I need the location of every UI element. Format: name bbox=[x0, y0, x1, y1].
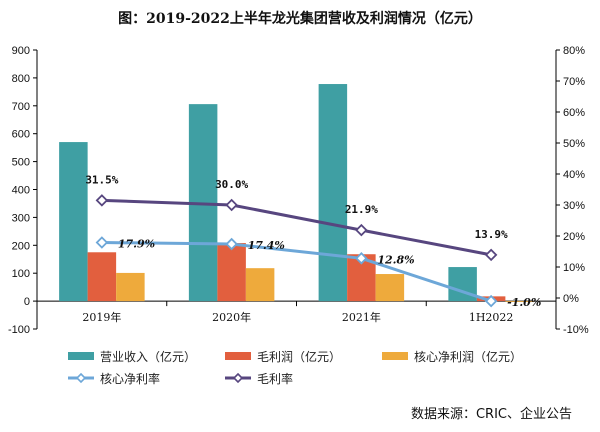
bar-core-net-profit bbox=[116, 272, 145, 302]
left-axis-tick-label: 800 bbox=[12, 73, 30, 85]
right-axis-tick-label: 80% bbox=[563, 45, 585, 57]
legend-label: 核心净利率 bbox=[100, 371, 160, 386]
right-axis-tick-label: 0% bbox=[563, 293, 579, 305]
right-axis-tick-label: 30% bbox=[563, 200, 585, 212]
x-axis-category-label: 1H2022 bbox=[469, 311, 514, 324]
core-net-margin-line bbox=[101, 241, 492, 303]
gross-margin-data-label: 21.9% bbox=[345, 203, 378, 216]
core-net-margin-marker bbox=[484, 294, 498, 308]
left-axis-tick-label: 900 bbox=[12, 45, 30, 57]
core-net-margin-data-label: 12.8% bbox=[377, 253, 414, 266]
gross-margin-marker bbox=[355, 223, 368, 237]
gross-margin-data-label: 13.9% bbox=[475, 228, 508, 241]
right-axis-tick-label: 50% bbox=[563, 138, 585, 150]
left-axis-tick-label: 600 bbox=[12, 129, 30, 141]
left-axis-tick-label: -100 bbox=[8, 324, 30, 336]
core-net-margin-data-label: -1.0% bbox=[507, 296, 541, 309]
core-net-margin-data-label: 17.4% bbox=[248, 239, 285, 252]
core-net-margin-marker bbox=[355, 252, 368, 265]
bar-core-net-profit bbox=[375, 274, 405, 302]
legend-swatch bbox=[225, 352, 251, 360]
legend-gross-profit: 毛利润（亿元） bbox=[225, 349, 341, 364]
right-axis-tick-label: 10% bbox=[563, 262, 585, 274]
legend-label: 核心净利润（亿元） bbox=[414, 349, 522, 364]
right-axis-tick-label: -10% bbox=[563, 324, 589, 336]
bar-revenue bbox=[318, 84, 348, 302]
right-axis-tick-label: 70% bbox=[563, 76, 585, 88]
legend-marker bbox=[75, 372, 87, 384]
bar-revenue bbox=[59, 142, 88, 302]
bar-gross-profit bbox=[87, 252, 117, 302]
bar-core-net-profit bbox=[245, 268, 275, 302]
left-axis-tick-label: 300 bbox=[12, 212, 30, 224]
gross-margin-marker bbox=[484, 248, 498, 262]
core-net-margin-data-label: 17.9% bbox=[118, 238, 155, 251]
legend-core-net-profit: 核心净利润（亿元） bbox=[382, 349, 522, 364]
legend-core-net-margin: 核心净利率 bbox=[68, 371, 160, 386]
left-axis-tick-label: 400 bbox=[12, 185, 30, 197]
legend-revenue: 营业收入（亿元） bbox=[68, 349, 196, 364]
core-net-margin-marker bbox=[225, 237, 238, 251]
legend-marker bbox=[232, 372, 244, 384]
bar-gross-profit bbox=[217, 243, 246, 302]
legend-label: 营业收入（亿元） bbox=[100, 349, 196, 364]
gross-margin-line bbox=[101, 198, 492, 257]
legend-swatch bbox=[382, 352, 408, 360]
gross-margin-data-label: 31.5% bbox=[85, 173, 118, 186]
left-axis-tick-label: 200 bbox=[12, 240, 30, 252]
gross-margin-marker bbox=[225, 198, 238, 212]
core-net-margin-marker bbox=[95, 236, 109, 249]
legend-label: 毛利润（亿元） bbox=[257, 349, 341, 364]
left-axis-tick-label: 500 bbox=[12, 157, 30, 169]
right-axis-tick-label: 60% bbox=[563, 107, 585, 119]
left-axis-tick-label: 0 bbox=[24, 296, 30, 308]
gross-margin-marker bbox=[95, 194, 109, 207]
bar-core-net-profit bbox=[505, 301, 534, 302]
legend-label: 毛利率 bbox=[257, 371, 293, 386]
legend-gross-margin: 毛利率 bbox=[225, 371, 293, 386]
chart-title: 图：2019-2022上半年龙光集团营收及利润情况（亿元） bbox=[118, 10, 482, 27]
x-axis-category-label: 2019年 bbox=[82, 310, 121, 324]
right-axis-tick-label: 40% bbox=[563, 169, 585, 181]
source-note: 数据来源：CRIC、企业公告 bbox=[411, 406, 572, 422]
left-axis-tick-label: 100 bbox=[12, 268, 30, 280]
left-axis-tick-label: 700 bbox=[12, 101, 30, 113]
x-axis-category-label: 2020年 bbox=[212, 310, 251, 324]
x-axis-category-label: 2021年 bbox=[342, 310, 381, 324]
right-axis-tick-label: 20% bbox=[563, 231, 585, 243]
gross-margin-data-label: 30.0% bbox=[215, 178, 248, 191]
legend-swatch bbox=[68, 352, 94, 360]
